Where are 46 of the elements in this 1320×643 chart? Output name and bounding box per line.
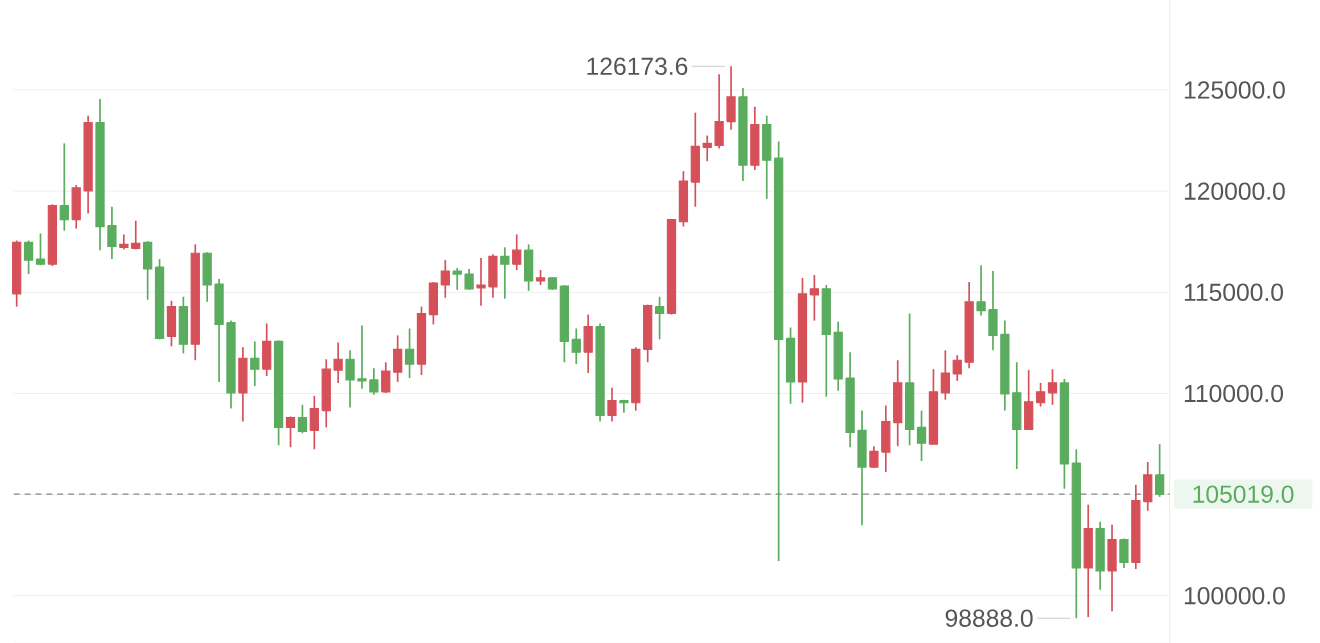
y-tick-label: 125000.0 (1184, 81, 1285, 99)
candlestick (1155, 443, 1165, 498)
candlestick (250, 340, 260, 387)
candlestick (1047, 368, 1058, 406)
candlestick (333, 341, 343, 384)
annotation: 126173.6 (587, 57, 688, 75)
candlestick (952, 354, 962, 382)
candlestick (702, 134, 712, 162)
y-tick-label: 100000.0 (1184, 586, 1285, 605)
candlestick (23, 239, 34, 275)
candlestick (476, 257, 486, 307)
candlestick (59, 142, 69, 232)
annotation: 98888.0 (945, 609, 1033, 627)
candlestick (654, 295, 665, 341)
candlestick (452, 267, 462, 291)
candlestick (1035, 381, 1046, 408)
candlestick (512, 233, 522, 271)
candlestick (1119, 537, 1129, 569)
ref-line-label: 105019.0 (1193, 485, 1294, 503)
candlestick (809, 274, 820, 322)
candlestick (464, 268, 474, 291)
candlestick (131, 219, 141, 251)
candlestick (107, 205, 117, 260)
candlestick (440, 259, 450, 299)
candlestick (940, 349, 950, 401)
candlestick (285, 415, 296, 448)
candlestick (381, 361, 391, 394)
candlestick (607, 386, 617, 423)
candlestick (35, 232, 46, 266)
candlestick (976, 264, 986, 317)
candlestick (393, 334, 403, 383)
candlestick (571, 327, 581, 365)
candlestick (297, 403, 308, 434)
y-tick-label: 110000.0 (1184, 384, 1284, 403)
candlestick (619, 398, 629, 414)
candlestick (916, 409, 927, 462)
candlestick (869, 445, 879, 469)
y-tick-label: 115000.0 (1184, 283, 1284, 301)
y-tick-label: 120000.0 (1184, 182, 1285, 200)
candlestick (500, 246, 510, 300)
candlestick (357, 324, 367, 390)
candlestick (309, 394, 319, 450)
candlestick (714, 73, 724, 150)
candlestick (345, 349, 355, 409)
candlestick (369, 367, 379, 396)
candlestick (404, 327, 415, 379)
